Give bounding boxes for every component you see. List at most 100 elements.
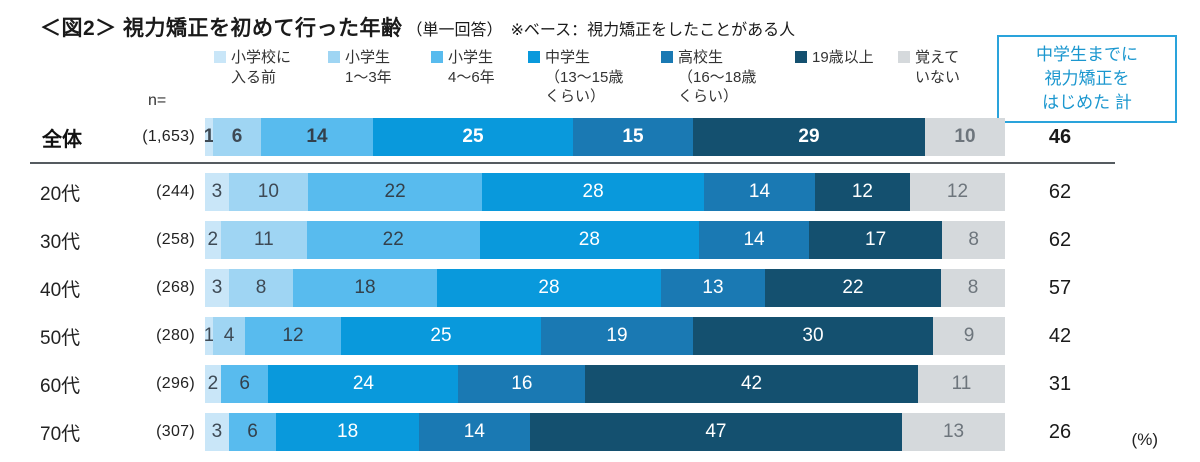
row-n-value: (258) — [156, 231, 195, 248]
bar-segment: 6 — [213, 118, 261, 156]
bar-segment: 4 — [213, 317, 245, 355]
row-n-value: (268) — [156, 279, 195, 296]
chart-title: ＜図2＞ 視力矯正を初めて行った年齢 （単一回答） ※ベース：視力矯正をしたことが… — [40, 12, 795, 42]
legend-item-label: 小学生 1〜3年 — [345, 49, 392, 86]
row-total-value: 57 — [1048, 276, 1072, 299]
bar-segment: 12 — [909, 173, 1005, 211]
row-total-value: 46 — [1048, 125, 1072, 148]
legend-item: 高校生 （16〜18歳 くらい） — [661, 48, 795, 107]
percent-unit-label: (%) — [1131, 430, 1158, 449]
bar-segment: 47 — [529, 413, 903, 451]
row-n-value: (1,653) — [142, 128, 195, 145]
legend-swatch-icon — [528, 51, 540, 63]
legend-item: 覚えて いない — [898, 48, 960, 107]
bar-segment: 8 — [229, 269, 293, 307]
bar-segment: 22 — [765, 269, 941, 307]
bar-segment: 9 — [933, 317, 1005, 355]
row-label: 60代 — [40, 375, 81, 397]
bar-segment: 6 — [220, 365, 269, 403]
bar-segment: 8 — [941, 269, 1005, 307]
legend-item-label: 小学校に 入る前 — [231, 49, 292, 86]
row-label: 20代 — [40, 183, 81, 205]
bar-segment: 28 — [482, 173, 704, 211]
table-row: 30代 (258) 2 11 22 28 14 17 8 62 — [30, 221, 1115, 259]
row-n-value: (244) — [156, 183, 195, 200]
bar-segment: 6 — [228, 413, 277, 451]
table-row: 60代 (296) 2 6 24 16 42 11 31 — [30, 365, 1115, 403]
bar-segment: 14 — [704, 173, 815, 211]
row-total-value: 42 — [1048, 324, 1072, 347]
legend-item: 小学生 1〜3年 — [328, 48, 431, 107]
stacked-bar: 3 10 22 28 14 12 12 — [205, 173, 1005, 211]
legend-swatch-icon — [661, 51, 673, 63]
stacked-bar: 1 6 14 25 15 29 10 — [204, 118, 1005, 156]
stacked-bar: 3 6 18 14 47 13 — [205, 413, 1006, 451]
summary-total-box: 中学生までに 視力矯正を はじめた 計 — [997, 35, 1177, 124]
stacked-bar: 2 6 24 16 42 11 — [205, 365, 1005, 403]
row-total-value: 31 — [1048, 372, 1072, 395]
bar-segment: 10 — [925, 118, 1005, 156]
row-label: 30代 — [40, 231, 81, 253]
bar-segment: 28 — [437, 269, 661, 307]
bar-segment: 25 — [341, 317, 541, 355]
row-n-value: (307) — [156, 423, 195, 440]
bar-segment: 18 — [276, 413, 419, 451]
bar-segment: 14 — [418, 413, 530, 451]
bar-segment: 13 — [661, 269, 765, 307]
stacked-bar: 1 4 12 25 19 30 9 — [204, 317, 1005, 355]
bar-segment: 15 — [573, 118, 693, 156]
bar-segment: 22 — [307, 173, 483, 211]
bar-segment: 12 — [814, 173, 910, 211]
bar-segment: 18 — [293, 269, 437, 307]
table-row: 全体 (1,653) 1 6 14 25 15 29 10 46 — [30, 118, 1115, 164]
bar-segment: 24 — [268, 365, 459, 403]
legend-swatch-icon — [898, 51, 910, 63]
n-equals-label: n= — [148, 92, 167, 109]
table-row: 70代 (307) 3 6 18 14 47 13 26 — [30, 413, 1115, 451]
bar-segment: 10 — [228, 173, 308, 211]
bar-segment: 12 — [245, 317, 341, 355]
bar-segment: 3 — [205, 269, 229, 307]
bar-segment: 22 — [306, 221, 480, 259]
legend-item-label: 覚えて いない — [915, 49, 961, 86]
bar-segment: 13 — [902, 413, 1006, 451]
legend-item-label: 中学生 （13〜15歳 くらい） — [545, 49, 624, 105]
row-n-value: (296) — [156, 375, 195, 392]
bar-segment: 11 — [917, 365, 1005, 403]
legend-swatch-icon — [328, 51, 340, 63]
rows: 全体 (1,653) 1 6 14 25 15 29 10 46 20代 (244) 3 10 22 28 14… — [30, 118, 1115, 461]
bar-segment: 19 — [541, 317, 693, 355]
row-label: 70代 — [40, 423, 81, 445]
bar-segment: 3 — [205, 413, 229, 451]
legend-item-label: 19歳以上 — [812, 49, 874, 66]
row-total-value: 62 — [1048, 180, 1072, 203]
summary-box-line: 中学生までに — [1036, 45, 1138, 64]
legend-swatch-icon — [795, 51, 807, 63]
bar-segment: 11 — [220, 221, 307, 259]
bar-segment: 14 — [261, 118, 373, 156]
bar-segment: 42 — [585, 365, 918, 403]
bar-segment: 14 — [699, 221, 809, 259]
legend-item: 小学校に 入る前 — [214, 48, 328, 107]
stacked-bar: 3 8 18 28 13 22 8 — [205, 269, 1005, 307]
table-row: 50代 (280) 1 4 12 25 19 30 9 42 — [30, 317, 1115, 355]
bar-segment: 29 — [693, 118, 925, 156]
bar-segment: 1 — [204, 317, 214, 355]
bar-segment: 30 — [693, 317, 933, 355]
bar-segment: 1 — [204, 118, 214, 156]
bar-segment: 2 — [205, 365, 221, 403]
summary-box-line: はじめた 計 — [1042, 93, 1132, 113]
summary-box-line: 視力矯正を — [1044, 69, 1130, 89]
legend-swatch-icon — [431, 51, 443, 63]
legend-item-label: 高校生 （16〜18歳 くらい） — [678, 49, 757, 105]
bar-segment: 2 — [205, 221, 221, 259]
legend-item: 小学生 4〜6年 — [431, 48, 528, 107]
row-total-value: 62 — [1048, 228, 1072, 251]
legend-item-label: 小学生 4〜6年 — [448, 49, 495, 86]
legend-item: 19歳以上 — [795, 48, 898, 107]
chart-title-note: （単一回答） ※ベース：視力矯正をしたことがある人 — [406, 22, 796, 39]
bar-segment: 16 — [458, 365, 586, 403]
row-label: 40代 — [40, 279, 81, 301]
bar-segment: 3 — [205, 173, 229, 211]
